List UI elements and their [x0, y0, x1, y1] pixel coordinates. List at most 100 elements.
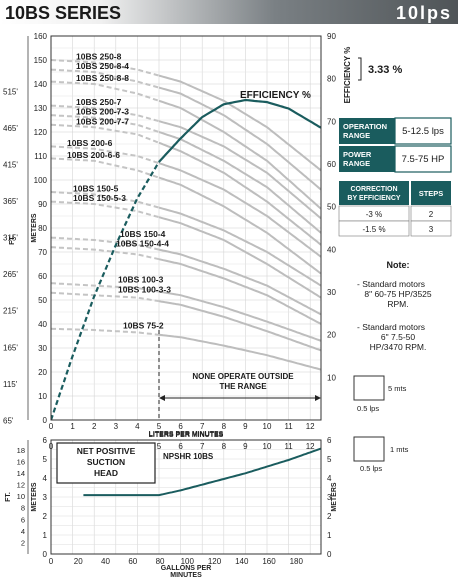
pump-curve-lowflow [51, 157, 160, 179]
y2-tick-efficiency: 90 [327, 32, 336, 41]
pump-curves [51, 59, 321, 420]
efficiency-bracket [358, 57, 362, 81]
pump-curve [158, 99, 321, 210]
pump-curve-lowflow [51, 200, 160, 219]
x-tick: 5 [157, 422, 162, 431]
flow-rating: 10lps [396, 3, 452, 23]
npsh-y-tick: 3 [43, 493, 48, 502]
power-range-label-bg [339, 146, 395, 172]
efficiency-curve-label: EFFICIENCY % [240, 90, 311, 101]
pump-curve [158, 248, 321, 316]
correction-header: CORRECTION [350, 186, 397, 193]
y-tick-meters: 100 [34, 176, 48, 185]
npsh-x-tick-top: 10 [263, 442, 272, 451]
x-tick: 0 [49, 422, 54, 431]
note-line: - Standard motors [357, 279, 425, 289]
y-tick-meters: 160 [34, 32, 48, 41]
npsh-x-tick-top: 0 [49, 442, 54, 451]
correction-header: BY EFFICIENCY [347, 195, 400, 202]
pump-curve-label: 10BS 200-7-3 [76, 107, 129, 117]
steps-header: STEPS [419, 189, 444, 198]
y-tick-meters: 110 [34, 152, 47, 161]
x-tick: 10 [263, 422, 272, 431]
pump-curve [158, 120, 321, 220]
pump-curve [158, 141, 321, 246]
npsh-x-tick-gpm: 20 [74, 557, 83, 566]
npsh-chart-frame [50, 439, 322, 555]
y2-tick-efficiency: 20 [327, 331, 336, 340]
pump-curve-label: 10BS 75-2 [123, 320, 164, 330]
correction-value: -3 % [366, 210, 382, 219]
pump-curve [158, 74, 321, 172]
y-tick-meters: 60 [38, 272, 47, 281]
pump-curve-lowflow [51, 68, 160, 89]
y2-tick-efficiency: 50 [327, 203, 336, 212]
npsh-x-tick-top: 5 [157, 442, 162, 451]
pump-curve-label: 10BS 200-7-7 [76, 116, 129, 126]
pump-curve [158, 216, 321, 299]
npsh-x-axis-label: LITERS PER MINUTES [149, 431, 224, 438]
y2-tick-efficiency: 70 [327, 117, 336, 126]
note-line: 8" 60-75 HP/3525 [364, 289, 432, 299]
y-tick-meters: 50 [38, 296, 47, 305]
x-tick: 9 [243, 422, 248, 431]
npsh-legend-box [56, 442, 156, 484]
main-chart-axes: 0102030405060708090100110120130140150160… [3, 32, 352, 439]
none-operate-label: THE RANGE [219, 382, 267, 391]
npsh-x2-axis-label: GALLONS PER [161, 565, 212, 572]
y-tick-feet: 115' [3, 380, 18, 389]
efficiency-value: 3.33 % [368, 64, 402, 76]
npsh-x-tick-gpm: 60 [128, 557, 137, 566]
y-tick-feet: 465' [3, 124, 18, 133]
power-range-label: RANGE [343, 159, 370, 168]
y-tick-meters: 120 [34, 128, 48, 137]
pump-curve-label: 10BS 100-3-3 [118, 284, 171, 294]
pump-curve-lowflow [51, 80, 160, 102]
pump-curve-lowflow [51, 191, 160, 209]
npsh-x-tick-gpm: 120 [208, 557, 222, 566]
x-tick: 8 [222, 422, 227, 431]
y-tick-meters: 140 [34, 80, 48, 89]
npsh-y2-label-meters: METERS [331, 482, 338, 512]
npsh-x-tick-gpm: 160 [262, 557, 276, 566]
power-range-label: POWER [343, 150, 372, 159]
npsh-x-tick-top: 7 [200, 442, 205, 451]
npsh-y2-tick: 6 [327, 436, 332, 445]
npsh-y-tick: 4 [43, 474, 48, 483]
scale-box-npsh [353, 436, 385, 462]
npsh-y-tick-feet: 8 [21, 504, 25, 513]
note-line: 6" 7.5-50 [381, 332, 415, 342]
y2-tick-efficiency: 40 [327, 245, 336, 254]
scale-box-main-lps: 0.5 lps [357, 404, 379, 413]
npsh-y-tick: 2 [43, 512, 48, 521]
npsh-chart-axes: 0011223344556624681012141618012345678910… [5, 431, 338, 579]
pump-curve-lowflow [51, 327, 160, 336]
pump-curve-label: 10BS 150-5 [73, 184, 119, 194]
steps-value: 3 [429, 225, 434, 234]
efficiency-curve-lowflow [51, 161, 160, 420]
pump-curve [158, 290, 321, 342]
pump-curve-label: 10BS 200-6 [67, 138, 113, 148]
npsh-x-tick-top: 12 [306, 442, 315, 451]
operation-range-label: RANGE [343, 131, 370, 140]
pump-curve-label: 10BS 200-6-6 [67, 150, 120, 160]
y2-tick-efficiency: 30 [327, 288, 336, 297]
x-axis-label: LITERS PER MINUTES [149, 432, 224, 439]
power-range-value: 7.5-75 HP [402, 154, 445, 165]
arrow-head-right [315, 395, 321, 401]
pump-curve-label: 10BS 250-7 [76, 97, 122, 107]
pump-curve-label: 10BS 250-8-8 [76, 73, 129, 83]
steps-value: 2 [429, 210, 434, 219]
npsh-y-tick-feet: 14 [17, 469, 25, 478]
npsh-x-tick-top: 6 [178, 442, 183, 451]
pump-curve-lowflow [51, 246, 160, 261]
x-tick: 3 [114, 422, 119, 431]
none-operate-label: NONE OPERATE OUTSIDE [192, 372, 294, 381]
pump-curve-label: 10BS 150-5-3 [73, 193, 126, 203]
pump-curve-lowflow [51, 59, 160, 77]
pump-curve [158, 86, 321, 191]
pump-curve-label: 10BS 100-3 [118, 275, 164, 285]
y-tick-meters: 90 [38, 200, 47, 209]
x-tick: 7 [200, 422, 205, 431]
y-tick-meters: 130 [34, 104, 48, 113]
